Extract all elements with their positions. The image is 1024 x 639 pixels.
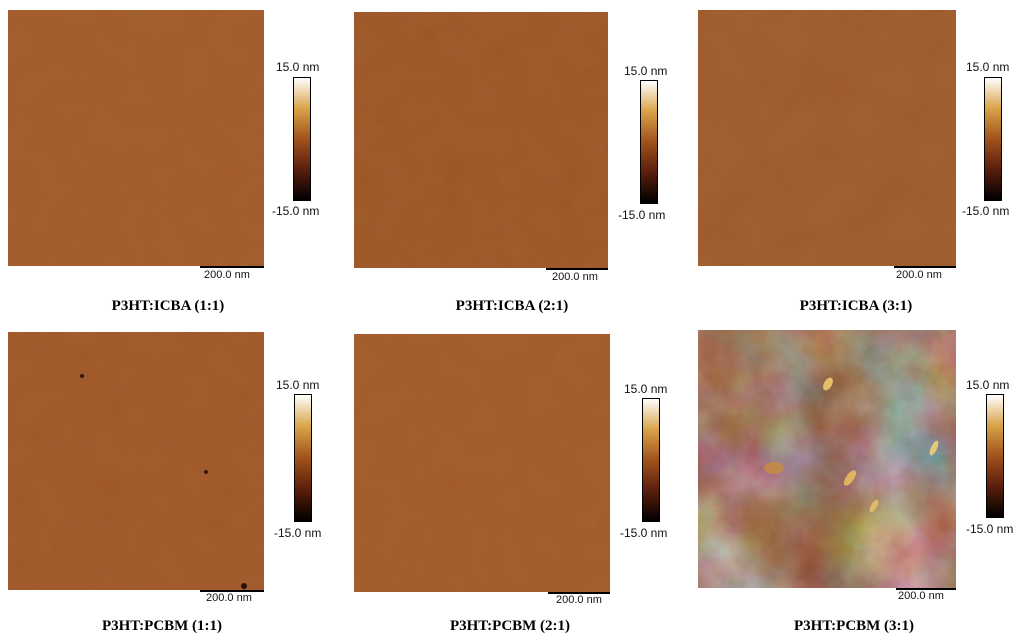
sample-caption: P3HT:ICBA (1:1) [68, 298, 268, 315]
colorbar-max-label: 15.0 nm [276, 378, 319, 392]
dark-pit [241, 583, 247, 589]
height-colorbar [984, 77, 1002, 201]
colorbar-max-label: 15.0 nm [966, 60, 1009, 74]
height-colorbar [640, 80, 658, 204]
colorbar-min-label: -15.0 nm [962, 204, 1009, 218]
scale-bar [546, 268, 608, 270]
afm-height-image [8, 332, 264, 590]
height-colorbar [294, 394, 312, 522]
scale-bar-label: 200.0 nm [552, 271, 598, 283]
scale-bar-label: 200.0 nm [896, 269, 942, 281]
scale-bar-label: 200.0 nm [206, 592, 252, 604]
colorbar-max-label: 15.0 nm [966, 378, 1009, 392]
scale-bar [894, 266, 956, 268]
scale-bar-label: 200.0 nm [898, 590, 944, 602]
colorbar-max-label: 15.0 nm [276, 60, 319, 74]
height-colorbar [986, 394, 1004, 518]
afm-height-image [698, 330, 956, 588]
afm-height-image [8, 10, 264, 266]
sample-caption: P3HT:ICBA (3:1) [756, 298, 956, 315]
colorbar-min-label: -15.0 nm [620, 526, 667, 540]
colorbar-max-label: 15.0 nm [624, 382, 667, 396]
afm-height-image [698, 10, 956, 266]
height-colorbar [293, 77, 311, 201]
dark-pit [80, 374, 84, 378]
scale-bar [200, 266, 264, 268]
bright-aggregate [764, 462, 784, 474]
afm-height-image [354, 334, 610, 592]
sample-caption: P3HT:ICBA (2:1) [412, 298, 612, 315]
scale-bar-label: 200.0 nm [204, 269, 250, 281]
dark-pit [204, 470, 208, 474]
colorbar-min-label: -15.0 nm [966, 522, 1013, 536]
scale-bar-label: 200.0 nm [556, 594, 602, 606]
colorbar-min-label: -15.0 nm [274, 526, 321, 540]
sample-caption: P3HT:PCBM (2:1) [410, 618, 610, 635]
colorbar-min-label: -15.0 nm [272, 204, 319, 218]
colorbar-min-label: -15.0 nm [618, 208, 665, 222]
colorbar-max-label: 15.0 nm [624, 64, 667, 78]
afm-height-image [354, 12, 608, 268]
sample-caption: P3HT:PCBM (3:1) [754, 618, 954, 635]
height-colorbar [642, 398, 660, 522]
sample-caption: P3HT:PCBM (1:1) [62, 618, 262, 635]
